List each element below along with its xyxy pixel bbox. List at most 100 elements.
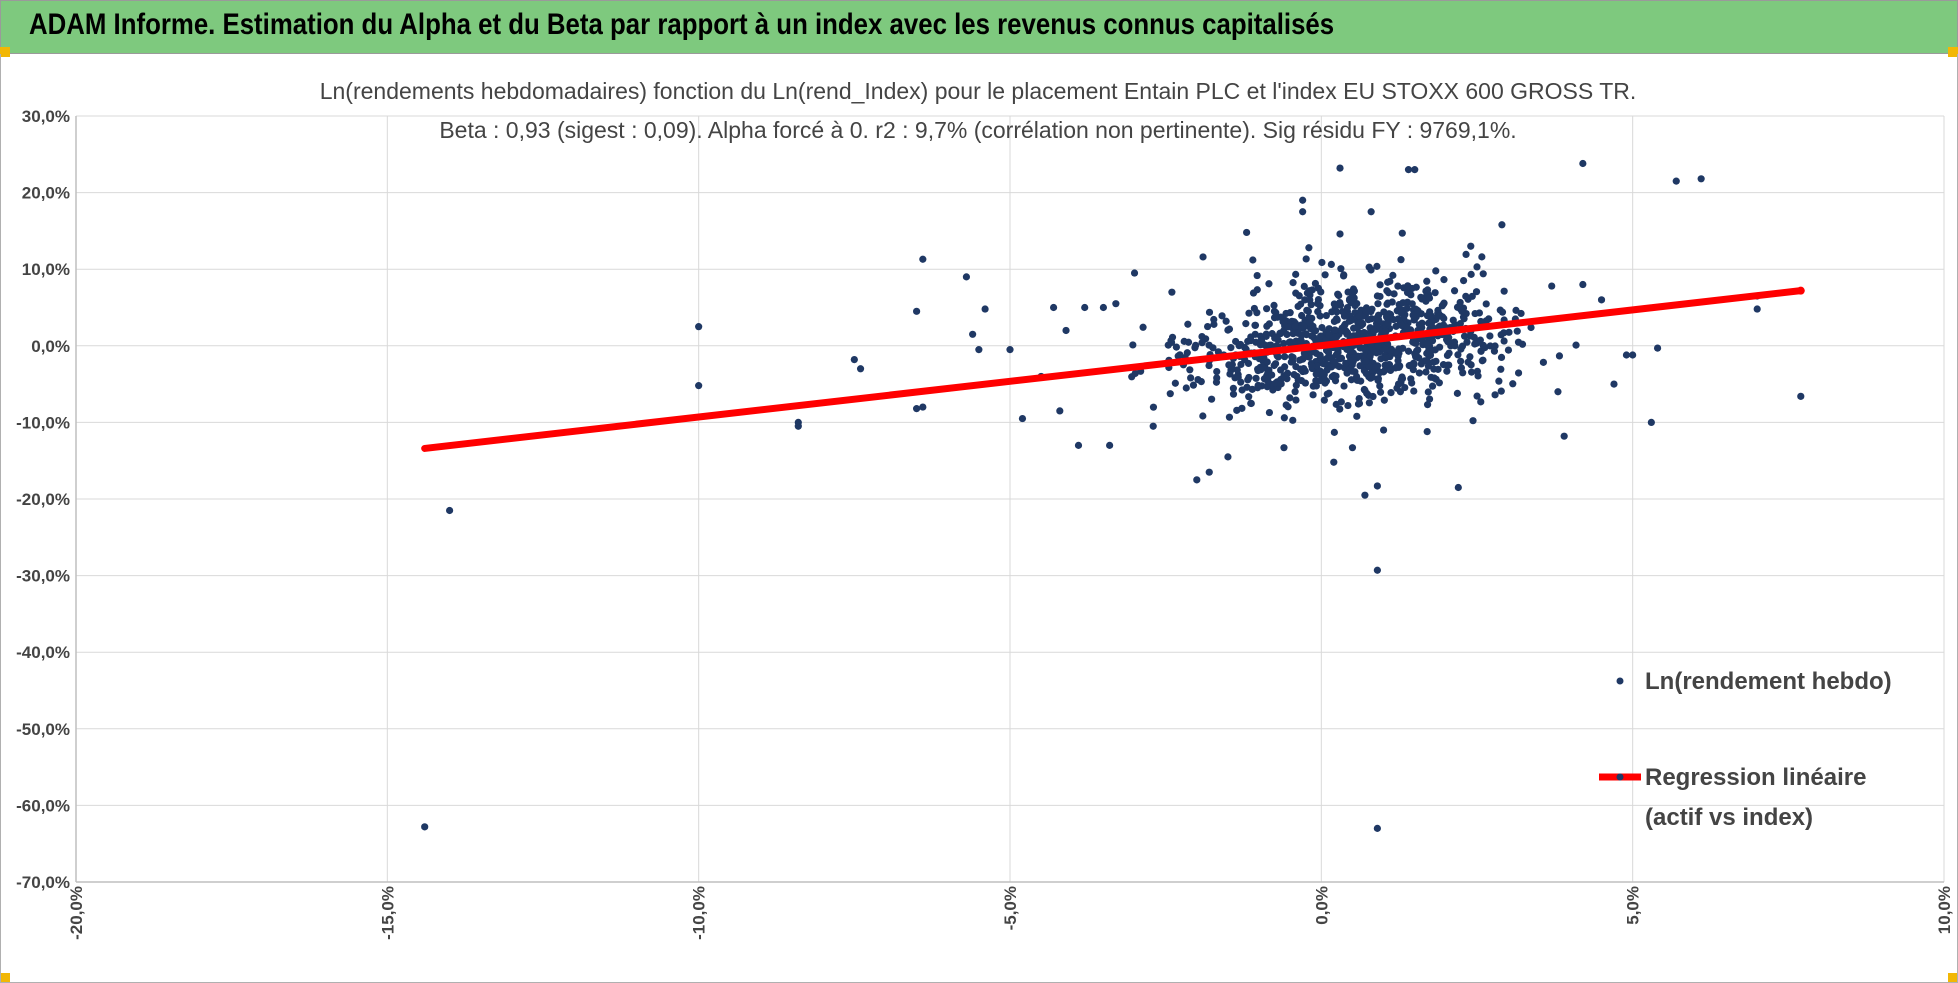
scatter-point <box>1238 386 1246 394</box>
scatter-point <box>1344 401 1352 410</box>
scatter-point <box>1361 345 1369 354</box>
scatter-point <box>1245 393 1253 401</box>
scatter-point <box>1205 468 1213 476</box>
scatter-point <box>1293 372 1301 380</box>
scatter-point <box>1212 378 1221 386</box>
scatter-point <box>913 307 921 315</box>
legend-label-scatter: Ln(rendement hebdo) <box>1645 668 1892 695</box>
scatter-point <box>1229 390 1238 398</box>
scatter-point <box>1197 378 1205 386</box>
scatter-point <box>1346 347 1354 355</box>
scatter-point <box>1330 357 1338 366</box>
scatter-point <box>1410 387 1418 395</box>
scatter-point <box>1518 340 1527 348</box>
scatter-point <box>695 382 703 390</box>
scatter-point <box>1305 244 1313 252</box>
scatter-point <box>1263 383 1271 391</box>
scatter-point <box>1336 164 1344 172</box>
scatter-point <box>1409 366 1417 374</box>
scatter-point <box>1336 298 1344 307</box>
scatter-point <box>1318 258 1326 267</box>
scatter-point <box>1333 308 1341 316</box>
scatter-point <box>1218 312 1226 320</box>
scatter-point <box>1236 340 1245 349</box>
scatter-point <box>1425 395 1434 403</box>
scatter-point <box>1242 320 1250 328</box>
scatter-point <box>1427 311 1435 320</box>
scatter-point <box>1404 282 1412 290</box>
report-title: ADAM Informe. Estimation du Alpha et du … <box>29 8 1335 41</box>
scatter-point <box>1081 303 1089 312</box>
scatter-point <box>1316 351 1324 359</box>
scatter-point <box>962 273 971 281</box>
scatter-point <box>1313 299 1322 308</box>
scatter-point <box>1331 377 1340 385</box>
scatter-point <box>1513 327 1521 335</box>
scatter-point <box>1753 305 1761 313</box>
scatter-point <box>1411 166 1419 174</box>
scatter-point <box>1330 317 1338 326</box>
scatter-point <box>1203 322 1212 331</box>
scatter-point <box>1285 338 1293 347</box>
scatter-point <box>1309 382 1317 390</box>
scatter-point <box>1476 336 1484 344</box>
scatter-point <box>1697 175 1705 183</box>
scatter-point <box>1297 336 1305 345</box>
x-tick-label: 0,0% <box>1312 886 1331 925</box>
legend: Ln(rendement hebdo) Regression linéaire … <box>1599 668 1892 831</box>
scatter-point <box>1467 270 1475 278</box>
scatter-point <box>1434 365 1442 373</box>
scatter-point <box>1299 367 1307 376</box>
scatter-point <box>1454 351 1462 359</box>
scatter-point <box>1500 329 1508 337</box>
scatter-point <box>1348 444 1357 452</box>
scatter-point <box>1337 398 1345 406</box>
scatter-point <box>1309 391 1317 399</box>
scatter-point <box>1345 317 1354 325</box>
corner-marker-top-left <box>0 47 10 57</box>
scatter-point <box>1404 166 1413 174</box>
scatter-point <box>1283 369 1292 377</box>
scatter-point <box>1397 321 1406 330</box>
scatter-point <box>1376 281 1384 289</box>
scatter-point <box>1289 416 1297 424</box>
scatter-point <box>1384 278 1392 286</box>
chart-title-line-2: Beta : 0,93 (sigest : 0,09). Alpha forcé… <box>439 117 1516 143</box>
scatter-point <box>794 422 802 430</box>
scatter-point <box>1343 303 1352 312</box>
scatter-point <box>1208 395 1216 403</box>
scatter-point <box>1327 260 1335 268</box>
scatter-point <box>1350 294 1358 302</box>
scatter-point <box>1335 291 1343 300</box>
scatter-point <box>1174 352 1182 360</box>
regression-line-group <box>421 286 1805 452</box>
scatter-point <box>1233 366 1241 374</box>
scatter-point <box>1505 328 1513 336</box>
scatter-point <box>1376 388 1385 396</box>
scatter-point <box>1234 373 1242 381</box>
scatter-point <box>1425 294 1434 302</box>
scatter-point <box>1430 374 1438 382</box>
scatter-point <box>1224 453 1232 461</box>
scatter-point <box>1579 159 1587 168</box>
scatter-point <box>1423 277 1431 285</box>
corner-marker-bottom-right <box>1948 973 1958 983</box>
scatter-point <box>1265 408 1274 417</box>
scatter-point <box>1210 320 1218 328</box>
scatter-point <box>1438 313 1447 321</box>
scatter-point <box>1470 333 1478 342</box>
scatter-point <box>1189 381 1198 389</box>
scatter-point <box>1166 390 1174 398</box>
scatter-point <box>1353 324 1361 332</box>
scatter-point <box>1397 375 1405 384</box>
scatter-point <box>1264 377 1272 385</box>
scatter-point <box>1387 389 1395 397</box>
scatter-point <box>1369 345 1377 354</box>
scatter-point <box>1317 332 1325 340</box>
scatter-point <box>1474 372 1482 380</box>
scatter-point <box>1462 250 1470 258</box>
scatter-point <box>1301 353 1309 361</box>
tick-labels: 30,0% 20,0% 10,0% 0,0% -10,0% -20,0% -30,0% -40… <box>16 107 1954 940</box>
scatter-point <box>1180 337 1188 345</box>
scatter-point <box>856 365 865 373</box>
